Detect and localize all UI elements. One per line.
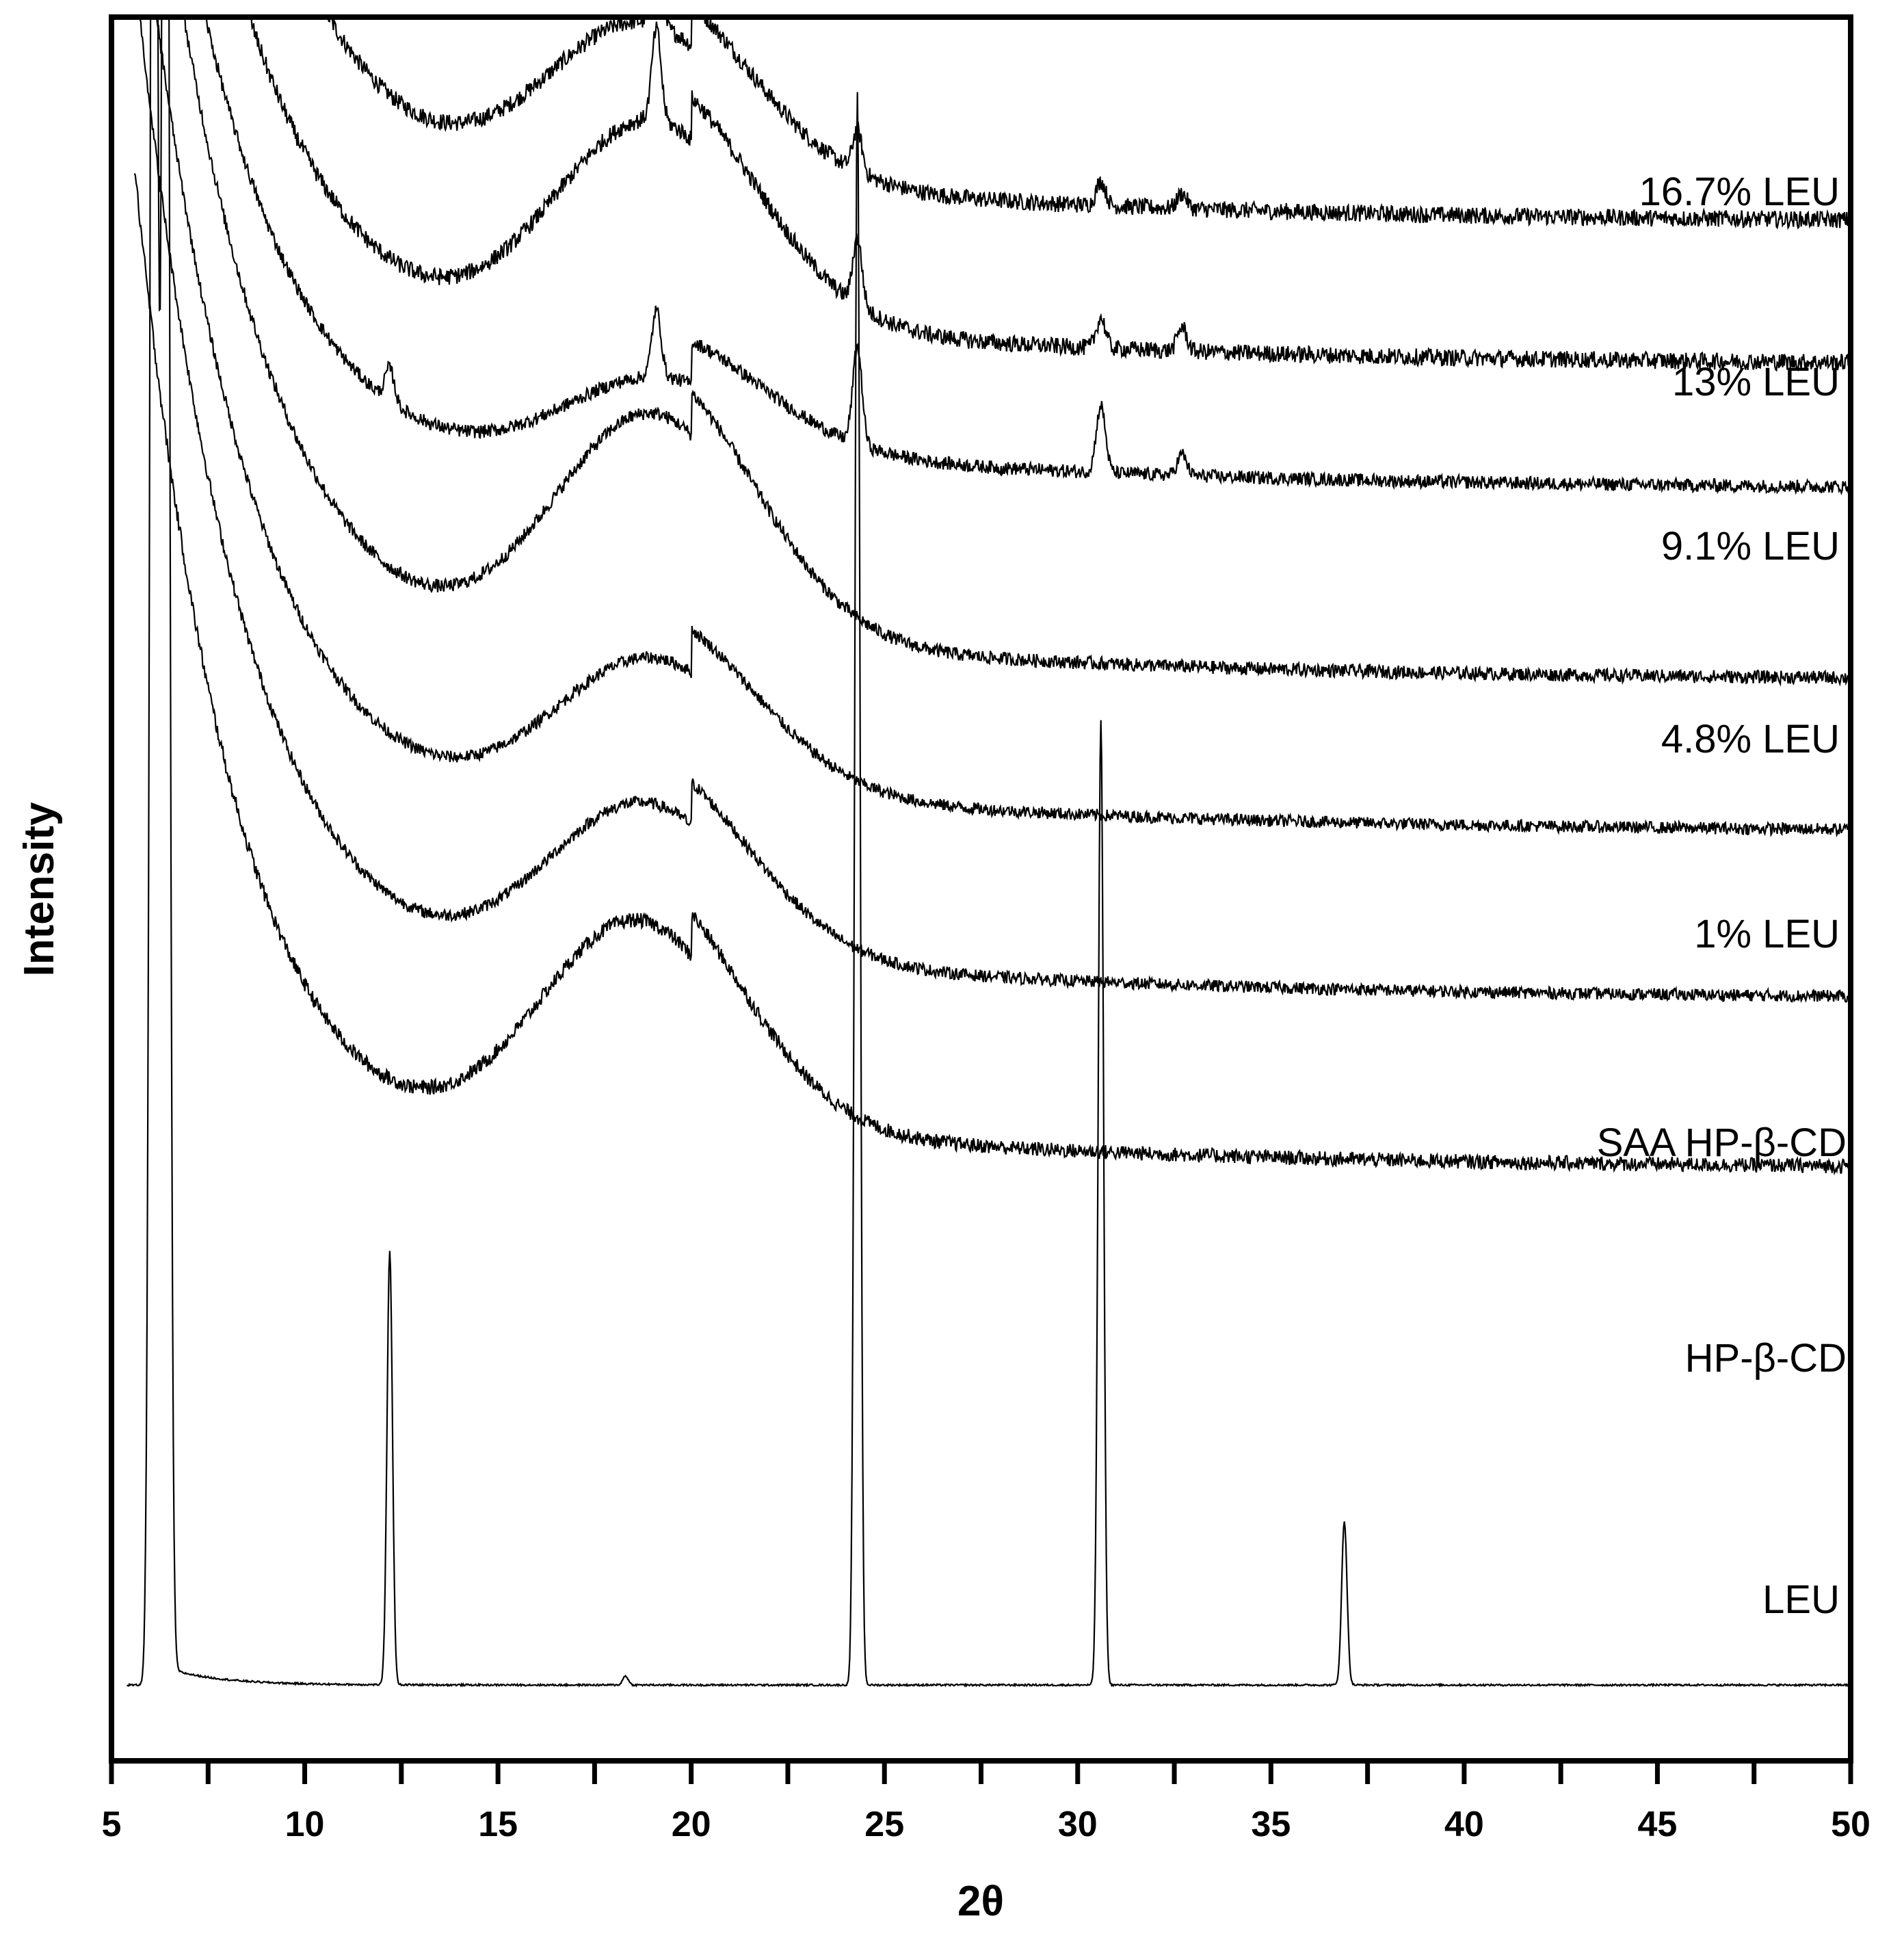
x-tick-label: 50 <box>1831 1805 1870 1844</box>
x-tick-label: 25 <box>864 1805 904 1844</box>
series-line-7 <box>126 17 1851 1688</box>
y-axis-title: Intensity <box>16 802 63 976</box>
x-axis-title: 2θ <box>957 1878 1004 1925</box>
series-layer <box>126 17 1851 1688</box>
x-tick-label: 15 <box>478 1805 518 1844</box>
series-label-5: SAA HP-β-CD <box>1597 1121 1847 1165</box>
series-line-0 <box>324 17 1851 231</box>
series-label-1: 13% LEU <box>1672 360 1840 404</box>
x-tick-label: 45 <box>1638 1805 1678 1844</box>
series-line-5 <box>139 17 1851 1004</box>
x-tick-label: 5 <box>102 1805 122 1844</box>
series-labels: 16.7% LEU 13% LEU 9.1% LEU 4.8% LEU 1% LEU SA… <box>1597 170 1847 1622</box>
x-tick-label: 30 <box>1058 1805 1098 1844</box>
series-line-6 <box>133 173 1851 1176</box>
series-label-0: 16.7% LEU <box>1639 170 1840 214</box>
series-line-2 <box>204 17 1851 496</box>
x-tick-label: 35 <box>1251 1805 1291 1844</box>
series-line-1 <box>250 17 1851 372</box>
series-label-3: 4.8% LEU <box>1661 717 1840 761</box>
series-label-2: 9.1% LEU <box>1661 524 1840 568</box>
x-tick-label: 40 <box>1444 1805 1484 1844</box>
series-label-4: 1% LEU <box>1694 912 1840 956</box>
x-tick-label: 20 <box>672 1805 711 1844</box>
x-tick-label: 10 <box>285 1805 325 1844</box>
series-line-4 <box>156 17 1851 838</box>
series-label-6: HP-β-CD <box>1685 1336 1847 1380</box>
x-axis-ticks: 5 10 15 20 25 30 35 40 45 50 <box>102 1761 1870 1844</box>
series-label-7: LEU <box>1762 1577 1840 1622</box>
series-line-3 <box>184 17 1851 687</box>
